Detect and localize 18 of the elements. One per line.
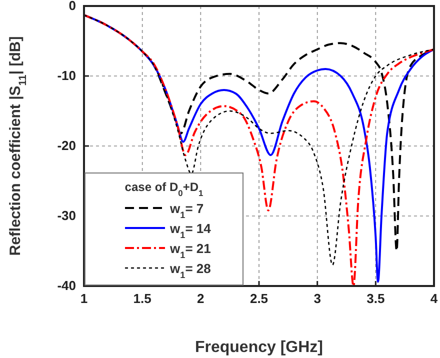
y-tick-label: -40 xyxy=(57,278,76,294)
y-tick-label: -20 xyxy=(57,138,76,154)
y-tick-label: -30 xyxy=(57,208,76,224)
legend-label: w$_{1}$= 21 xyxy=(169,241,211,260)
y-tick-label: -10 xyxy=(57,68,76,84)
legend-label: w$_{1}$= 7 xyxy=(169,201,204,220)
x-tick-label: 4 xyxy=(430,291,438,306)
x-tick-label: 1.5 xyxy=(133,291,152,306)
legend-label: w$_{1}$= 14 xyxy=(169,221,212,240)
x-tick-label: 3.5 xyxy=(366,291,385,306)
x-tick-label: 1 xyxy=(80,291,88,306)
legend-label: w$_{1}$= 28 xyxy=(169,261,211,280)
x-tick-label: 3 xyxy=(314,291,321,306)
x-tick-label: 2 xyxy=(197,291,204,306)
x-tick-label: 2.5 xyxy=(250,291,268,306)
legend-title: case of D$_{0}$+D$_{1}$ xyxy=(124,180,204,198)
x-axis-title: Frequency [GHz] xyxy=(194,339,324,356)
y-tick-label: 0 xyxy=(68,0,76,14)
